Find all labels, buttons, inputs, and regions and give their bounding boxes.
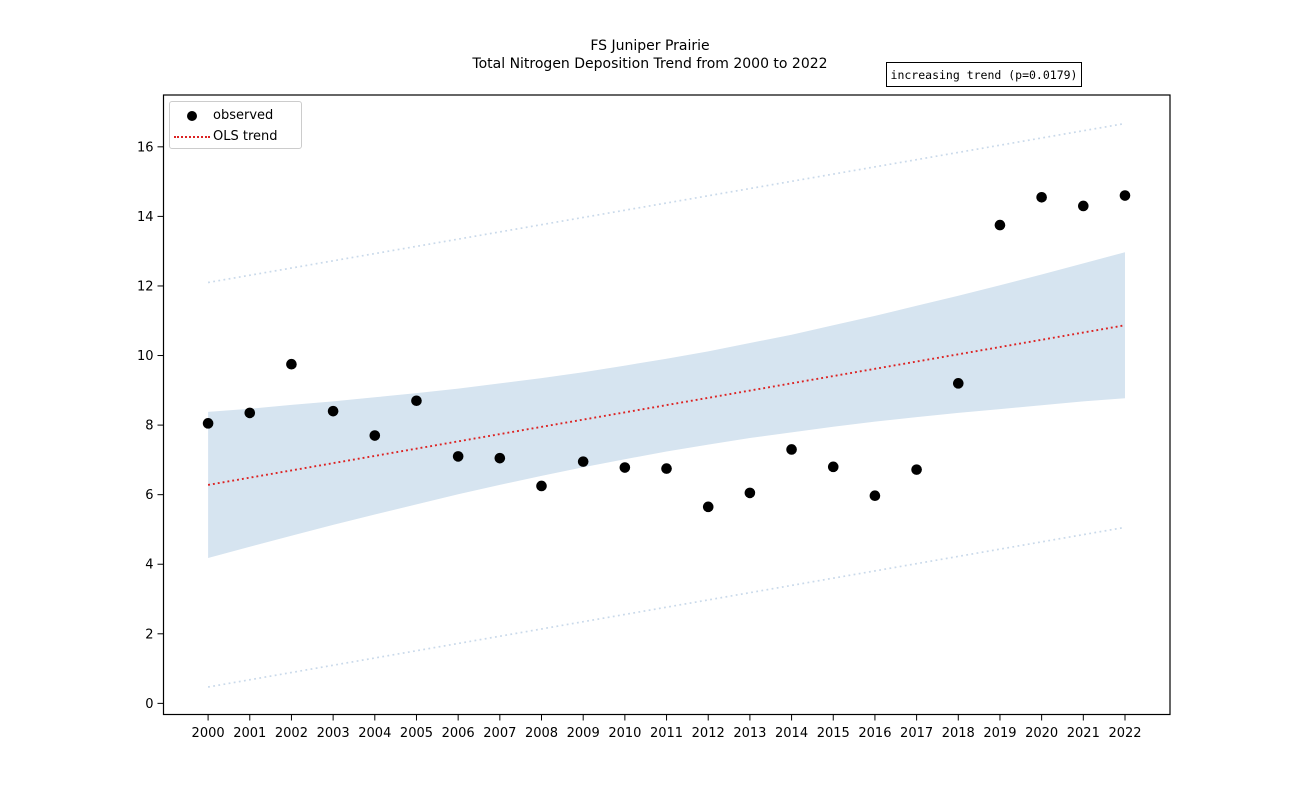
observed-point bbox=[786, 444, 797, 455]
trend-annotation-box: increasing trend (p=0.0179) bbox=[886, 62, 1082, 87]
x-tick-label: 2009 bbox=[567, 726, 600, 741]
ols-trend-line-icon bbox=[173, 135, 210, 138]
observed-point bbox=[577, 456, 589, 467]
ols-trend-marker-zone bbox=[170, 135, 213, 138]
observed-point bbox=[744, 487, 756, 499]
prediction-lower-line bbox=[207, 526, 1126, 688]
x-tick-label: 2015 bbox=[817, 726, 850, 741]
y-tick-label: 16 bbox=[137, 140, 154, 155]
observed-point bbox=[411, 395, 422, 407]
legend: observed OLS trend bbox=[169, 101, 302, 149]
observed-point bbox=[1078, 200, 1089, 212]
observed-point bbox=[827, 461, 839, 473]
legend-label-ols-trend: OLS trend bbox=[213, 129, 278, 144]
x-tick-label: 2010 bbox=[608, 726, 641, 741]
observed-point bbox=[244, 407, 256, 419]
y-tick-label: 14 bbox=[137, 210, 154, 225]
x-tick-label: 2006 bbox=[442, 726, 475, 741]
observed-point bbox=[661, 463, 672, 474]
observed-point bbox=[619, 462, 631, 473]
x-tick-label: 2012 bbox=[692, 726, 725, 741]
observed-point bbox=[369, 430, 381, 441]
confidence-band bbox=[208, 252, 1126, 558]
x-tick-label: 2018 bbox=[942, 726, 975, 741]
observed-point bbox=[494, 452, 506, 464]
x-tick-label: 2003 bbox=[317, 726, 350, 741]
observed-point bbox=[952, 378, 964, 389]
chart-title: FS Juniper Prairie Total Nitrogen Deposi… bbox=[0, 37, 1300, 73]
x-tick-label: 2005 bbox=[400, 726, 433, 741]
observed-point bbox=[202, 418, 214, 429]
observed-point bbox=[327, 405, 339, 417]
observed-point bbox=[286, 358, 297, 370]
y-tick-label: 0 bbox=[145, 697, 153, 712]
legend-item-observed: observed bbox=[170, 105, 301, 126]
observed-point bbox=[869, 490, 881, 502]
observed-point bbox=[1036, 191, 1047, 203]
observed-point bbox=[994, 219, 1006, 231]
observed-marker-zone bbox=[170, 110, 213, 121]
trend-annotation-text: increasing trend (p=0.0179) bbox=[890, 67, 1078, 82]
observed-dot-icon bbox=[186, 110, 197, 121]
x-tick-label: 2007 bbox=[483, 726, 516, 741]
ols-trend-line bbox=[207, 324, 1126, 486]
observed-point bbox=[911, 464, 922, 475]
x-tick-label: 2016 bbox=[858, 726, 891, 741]
observed-point bbox=[702, 501, 714, 513]
y-tick-label: 2 bbox=[145, 627, 153, 642]
x-tick-label: 2017 bbox=[900, 726, 933, 741]
x-tick-label: 2011 bbox=[650, 726, 683, 741]
x-tick-label: 2000 bbox=[192, 726, 225, 741]
x-tick-label: 2019 bbox=[983, 726, 1016, 741]
x-tick-label: 2004 bbox=[358, 726, 391, 741]
x-tick-label: 2001 bbox=[233, 726, 266, 741]
y-tick-label: 8 bbox=[145, 419, 153, 434]
y-tick-label: 10 bbox=[137, 349, 154, 364]
y-tick-label: 6 bbox=[145, 488, 153, 503]
x-tick-label: 2020 bbox=[1025, 726, 1058, 741]
x-tick-label: 2013 bbox=[733, 726, 766, 741]
observed-point bbox=[536, 480, 547, 492]
x-tick-label: 2002 bbox=[275, 726, 308, 741]
x-tick-label: 2022 bbox=[1108, 726, 1141, 741]
x-tick-label: 2008 bbox=[525, 726, 558, 741]
observed-point bbox=[452, 451, 464, 462]
chart-title-line2: Total Nitrogen Deposition Trend from 200… bbox=[472, 56, 828, 72]
legend-label-observed: observed bbox=[213, 108, 274, 123]
chart-title-line1: FS Juniper Prairie bbox=[590, 38, 710, 54]
legend-item-ols-trend: OLS trend bbox=[170, 126, 301, 147]
x-tick-label: 2014 bbox=[775, 726, 808, 741]
y-tick-label: 4 bbox=[145, 558, 153, 573]
observed-point bbox=[1119, 190, 1131, 201]
y-tick-label: 12 bbox=[137, 279, 154, 294]
x-tick-label: 2021 bbox=[1067, 726, 1100, 741]
prediction-upper-line bbox=[207, 122, 1126, 284]
